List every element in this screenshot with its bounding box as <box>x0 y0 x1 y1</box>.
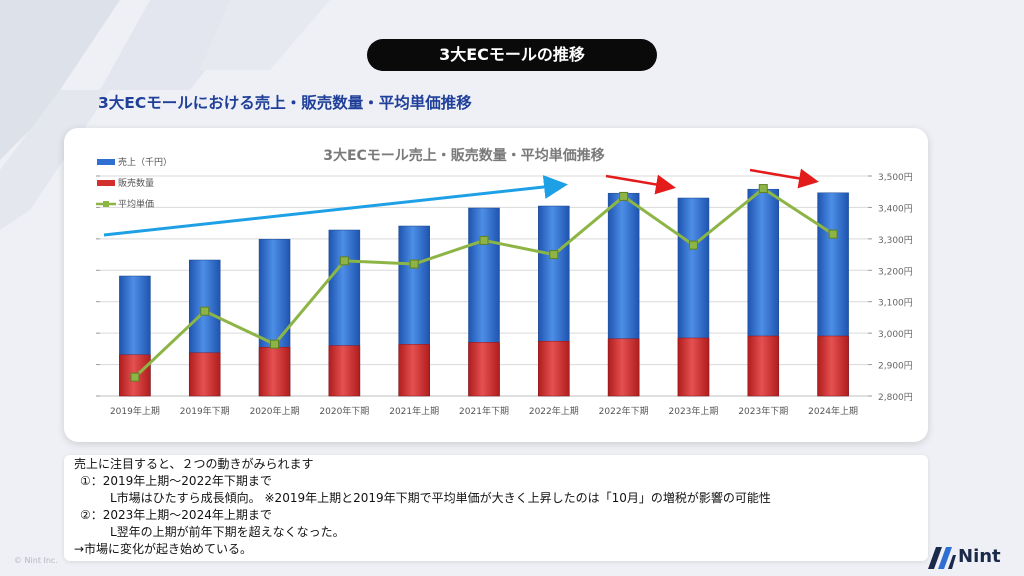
point-average-price <box>479 235 489 245</box>
note-line-2: ①：2019年上期～2022年下期まで <box>80 474 272 488</box>
nint-logo-icon <box>928 547 956 569</box>
y2-tick-label: 2,900円 <box>878 361 913 372</box>
point-average-price <box>688 240 698 250</box>
point-average-price <box>549 250 559 260</box>
point-average-price <box>339 256 349 266</box>
background-decoration <box>0 0 330 230</box>
bar-quantity <box>607 338 640 397</box>
point-average-price <box>130 372 140 382</box>
chart: 3大ECモール売上・販売数量・平均単価推移 3,500円 3,400円 3,300円 3… <box>96 147 913 417</box>
brand-logo: Nint <box>928 545 1012 569</box>
copyright: © Nint Inc. <box>14 556 58 565</box>
bar-quantity <box>747 335 780 397</box>
note-line-5: L翌年の上期が前年下期を超えなくなった。 <box>110 525 345 539</box>
x-tick-label: 2022年下期 <box>599 405 649 417</box>
x-tick-label: 2021年上期 <box>389 405 439 417</box>
x-tick-label: 2020年上期 <box>250 405 300 417</box>
y2-tick-label: 3,300円 <box>878 235 913 246</box>
x-tick-label: 2021年下期 <box>459 405 509 417</box>
bar-quantity <box>538 340 570 397</box>
x-tick-label: 2020年下期 <box>319 405 369 417</box>
legend-label: 売上（千円） <box>118 156 172 168</box>
analysis-notes: 売上に注目すると、２つの動きがみられます ①：2019年上期～2022年下期まで… <box>64 455 928 561</box>
chart-card: 3大ECモール売上・販売数量・平均単価推移 3,500円 3,400円 3,300円 3… <box>64 128 928 442</box>
trend-arrow-down <box>605 174 676 195</box>
legend-label: 販売数量 <box>118 177 154 189</box>
bar-quantity <box>468 342 500 397</box>
y2-tick-label: 2,800円 <box>878 392 913 403</box>
x-tick-label: 2023年下期 <box>738 405 788 417</box>
bar-quantity <box>258 346 291 397</box>
y2-tick-label: 3,200円 <box>878 266 913 277</box>
brand-name: Nint <box>958 546 1001 567</box>
point-average-price <box>619 191 629 201</box>
note-line-6: →市場に変化が起き始めている。 <box>74 542 253 556</box>
y2-tick-label: 3,500円 <box>878 172 913 183</box>
x-tick-label: 2023年上期 <box>669 405 719 417</box>
y2-tick-label: 3,000円 <box>878 329 913 340</box>
x-tick-label: 2024年上期 <box>808 405 858 417</box>
x-tick-label: 2019年上期 <box>110 405 160 417</box>
legend-swatch <box>97 159 115 165</box>
note-line-4: ②：2023年上期～2024年上期まで <box>80 508 272 522</box>
y2-tick-label: 3,100円 <box>878 298 913 309</box>
point-average-price <box>270 339 280 349</box>
legend-swatch-marker <box>103 201 109 207</box>
legend-label: 平均単価 <box>118 198 154 210</box>
note-line-1: 売上に注目すると、２つの動きがみられます <box>74 457 314 471</box>
page-subtitle: 3大ECモールにおける売上・販売数量・平均単価推移 <box>98 94 472 112</box>
y2-tick-label: 3,400円 <box>878 203 913 214</box>
trend-arrow-up <box>103 175 568 237</box>
bar-quantity <box>677 337 710 397</box>
trend-arrow-down <box>749 168 819 189</box>
bar-quantity <box>398 344 430 397</box>
bar-quantity <box>817 335 849 397</box>
point-average-price <box>758 184 768 194</box>
point-average-price <box>200 306 210 316</box>
bar-quantity <box>188 352 221 397</box>
legend-swatch <box>97 180 115 186</box>
bar-quantity <box>328 345 361 397</box>
note-line-3: L市場はひたすら成長傾向。 ※2019年上期と2019年下期で平均単価が大きく上… <box>110 491 771 505</box>
x-tick-label: 2022年上期 <box>529 405 579 417</box>
point-average-price <box>828 229 838 239</box>
page-title: 3大ECモールの推移 <box>367 39 657 71</box>
chart-title: 3大ECモール売上・販売数量・平均単価推移 <box>323 147 605 164</box>
point-average-price <box>409 259 419 269</box>
x-tick-label: 2019年下期 <box>180 405 230 417</box>
